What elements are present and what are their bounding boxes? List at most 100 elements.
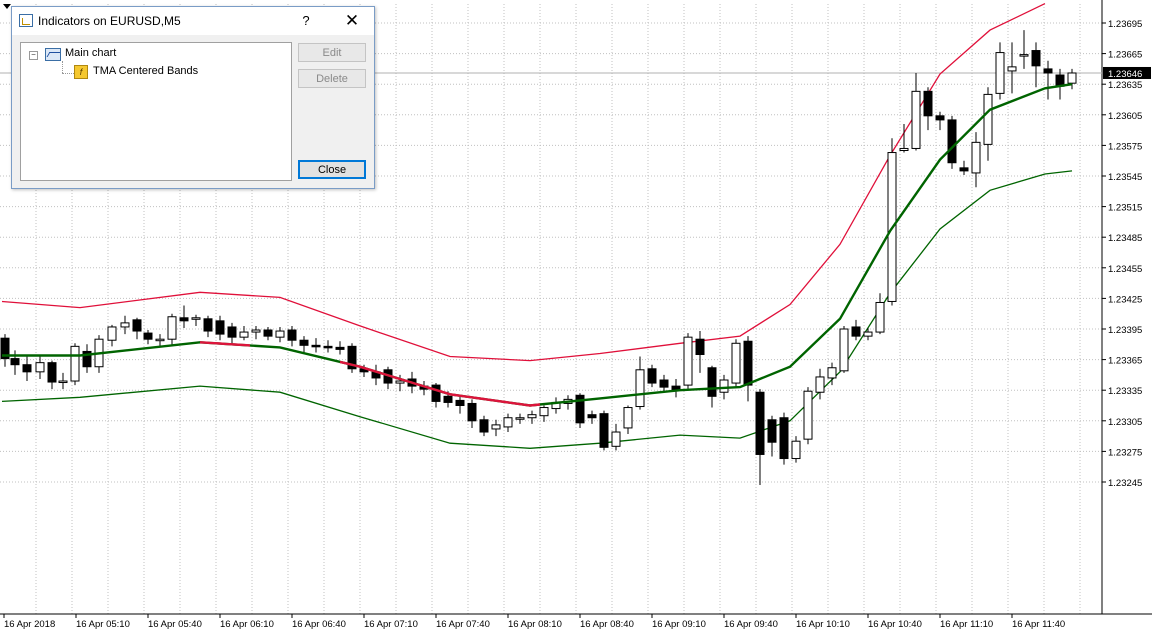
time-label: 16 Apr 09:40 — [724, 619, 778, 630]
candle-bearish — [203, 318, 213, 332]
tree-node-main-chart[interactable]: Main chart — [65, 47, 117, 59]
candle-bullish — [239, 331, 249, 338]
help-button[interactable]: ? — [302, 13, 310, 28]
time-label: 16 Apr 08:10 — [508, 619, 562, 630]
candle-bearish — [935, 115, 945, 121]
custom-indicator-icon: f — [74, 65, 88, 79]
candle-bullish — [491, 424, 501, 430]
candle-bullish — [120, 322, 130, 328]
candle-bearish — [1031, 50, 1041, 67]
tma-lower-band — [1, 170, 1073, 449]
candle-bearish — [227, 326, 237, 338]
candle-bearish — [299, 339, 309, 346]
candle-bearish — [851, 326, 861, 337]
tma-middle-band-down — [199, 341, 251, 347]
indicators-dialog: Indicators on EURUSD,M5 ? ✕ − Main chart… — [11, 6, 375, 189]
candle-bullish — [1019, 54, 1029, 57]
candle-bearish — [263, 329, 273, 337]
candle-bullish — [155, 338, 165, 342]
time-label: 16 Apr 05:10 — [76, 619, 130, 630]
candle-bearish — [743, 340, 753, 386]
candle-bearish — [479, 419, 489, 433]
candle-bullish — [58, 380, 68, 384]
price-label: 1.23365 — [1108, 356, 1142, 367]
candle-bullish — [623, 407, 633, 429]
price-label: 1.23605 — [1108, 111, 1142, 122]
candle-bullish — [791, 440, 801, 460]
candle-bullish — [70, 345, 80, 382]
candle-bearish — [947, 119, 957, 164]
candle-bearish — [1043, 68, 1053, 74]
candle-bearish — [132, 319, 142, 332]
close-button[interactable]: Close — [298, 160, 366, 179]
edit-button[interactable]: Edit — [298, 43, 366, 62]
chart-menu-arrow-icon[interactable] — [3, 4, 11, 9]
candle-bullish — [1007, 66, 1017, 72]
candle-bullish — [995, 52, 1005, 94]
time-label: 16 Apr 08:40 — [580, 619, 634, 630]
price-label: 1.23545 — [1108, 172, 1142, 183]
price-label: 1.23245 — [1108, 478, 1142, 489]
candle-bearish — [767, 419, 777, 443]
candle-bearish — [311, 344, 321, 348]
candle-bullish — [827, 367, 837, 379]
candle-bearish — [647, 368, 657, 384]
time-label: 16 Apr 10:10 — [796, 619, 850, 630]
price-label: 1.23485 — [1108, 233, 1142, 244]
dialog-titlebar[interactable]: Indicators on EURUSD,M5 ? ✕ — [12, 7, 374, 35]
price-label: 1.23665 — [1108, 50, 1142, 61]
candle-bullish — [983, 93, 993, 145]
price-label: 1.23275 — [1108, 447, 1142, 458]
candle-bullish — [395, 380, 405, 384]
candle-bullish — [875, 301, 885, 333]
candle-bullish — [731, 342, 741, 384]
candle-bearish — [455, 399, 465, 406]
candle-bearish — [779, 417, 789, 460]
candle-bullish — [167, 316, 177, 340]
price-label: 1.23575 — [1108, 141, 1142, 152]
dialog-title: Indicators on EURUSD,M5 — [38, 14, 181, 28]
candle-bearish — [47, 362, 57, 383]
candle-bearish — [215, 320, 225, 335]
candle-bearish — [335, 346, 345, 350]
candle-bearish — [443, 395, 453, 403]
candle-bearish — [659, 379, 669, 388]
delete-button[interactable]: Delete — [298, 69, 366, 88]
candle-bullish — [35, 362, 45, 373]
tree-connector — [62, 73, 74, 74]
candle-bullish — [539, 407, 549, 417]
price-label: 1.23395 — [1108, 325, 1142, 336]
candle-bullish — [611, 431, 621, 447]
time-label: 16 Apr 06:40 — [292, 619, 346, 630]
candle-bearish — [587, 414, 597, 419]
candle-bearish — [707, 367, 717, 397]
tree-node-tma-centered-bands[interactable]: TMA Centered Bands — [93, 65, 199, 77]
candle-bearish — [287, 329, 297, 341]
candle-bullish — [191, 317, 201, 320]
price-label: 1.23305 — [1108, 417, 1142, 428]
candle-bearish — [755, 391, 765, 455]
price-label: 1.23635 — [1108, 80, 1142, 91]
time-label: 16 Apr 09:10 — [652, 619, 706, 630]
candle-bearish — [695, 338, 705, 356]
price-label: 1.23335 — [1108, 386, 1142, 397]
indicator-tree[interactable]: − Main chart f TMA Centered Bands — [20, 42, 292, 181]
candle-bullish — [683, 336, 693, 386]
candle-bearish — [10, 358, 20, 366]
candle-bearish — [431, 384, 441, 402]
tree-connector — [62, 61, 63, 73]
candle-bearish — [575, 394, 585, 424]
candle-bullish — [899, 147, 909, 152]
candle-bullish — [251, 329, 261, 333]
price-label: 1.23695 — [1108, 19, 1142, 30]
current-price-label: 1.23646 — [1108, 69, 1142, 80]
collapse-icon[interactable]: − — [29, 51, 38, 60]
candle-bullish — [635, 369, 645, 408]
candle-bullish — [815, 376, 825, 393]
time-label: 16 Apr 07:40 — [436, 619, 490, 630]
candle-bearish — [323, 345, 333, 349]
candle-bearish — [959, 167, 969, 172]
time-label: 16 Apr 2018 — [4, 619, 55, 630]
close-icon[interactable]: ✕ — [344, 11, 360, 30]
